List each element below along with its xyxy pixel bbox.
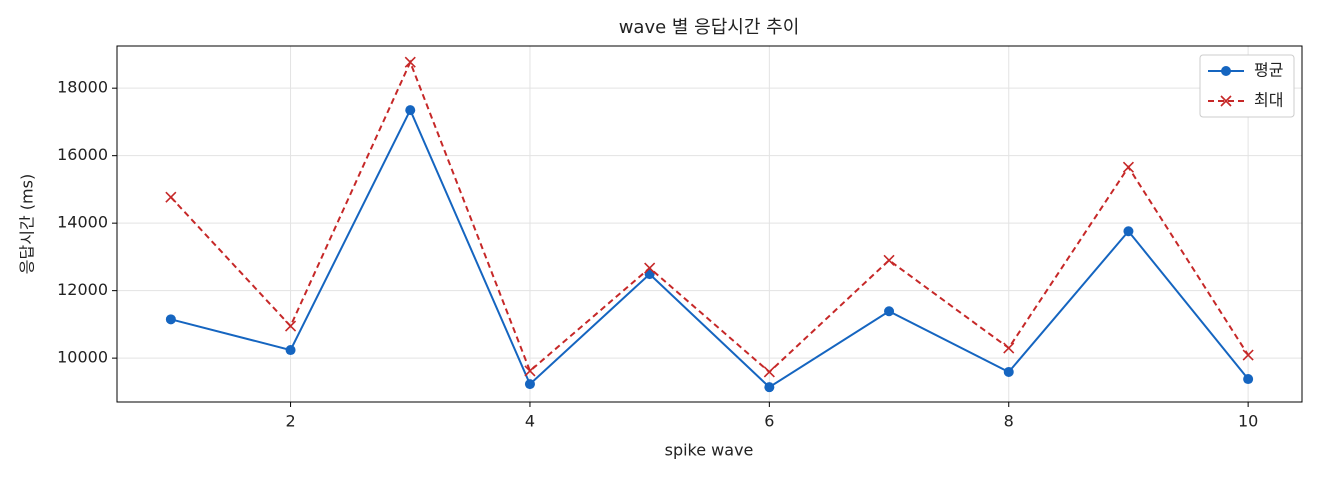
data-point — [524, 379, 535, 390]
legend-label: 최대 — [1254, 91, 1283, 110]
series-line — [170, 107, 1249, 389]
data-point — [1122, 161, 1135, 173]
y-tick-label: 10000 — [57, 348, 108, 367]
data-point — [764, 382, 775, 393]
plot-frame — [116, 45, 1303, 403]
chart-title: wave 별 응답시간 추이 — [619, 17, 800, 38]
x-tick-label: 4 — [525, 412, 535, 431]
legend-marker — [1220, 95, 1232, 107]
data-point — [1003, 342, 1015, 354]
data-point — [285, 345, 296, 356]
data-point — [404, 56, 416, 68]
y-tick-label: 12000 — [57, 280, 108, 299]
y-tick-label: 16000 — [57, 145, 108, 164]
y-tick-label: 18000 — [57, 78, 108, 97]
x-tick-label: 6 — [764, 412, 774, 431]
x-tick-label: 8 — [1004, 412, 1014, 431]
x-tick-label: 10 — [1238, 412, 1258, 431]
data-point — [884, 306, 895, 317]
data-point — [405, 105, 416, 116]
legend-label: 평균 — [1254, 61, 1283, 80]
legend-marker — [1221, 66, 1231, 76]
data-point — [165, 314, 176, 325]
data-point — [763, 366, 775, 378]
data-point — [1243, 374, 1254, 385]
data-point — [1242, 349, 1254, 361]
series-line — [170, 59, 1249, 374]
x-axis-label: spike wave — [665, 441, 754, 460]
data-point — [883, 254, 895, 266]
y-axis-label: 응답시간 (ms) — [18, 174, 37, 274]
y-tick-label: 14000 — [57, 213, 108, 232]
data-point — [644, 262, 656, 274]
data-point — [524, 365, 536, 377]
x-tick-label: 2 — [285, 412, 295, 431]
data-point — [1123, 226, 1134, 237]
data-point — [1003, 366, 1014, 377]
data-point — [284, 320, 297, 332]
data-point — [165, 191, 177, 203]
